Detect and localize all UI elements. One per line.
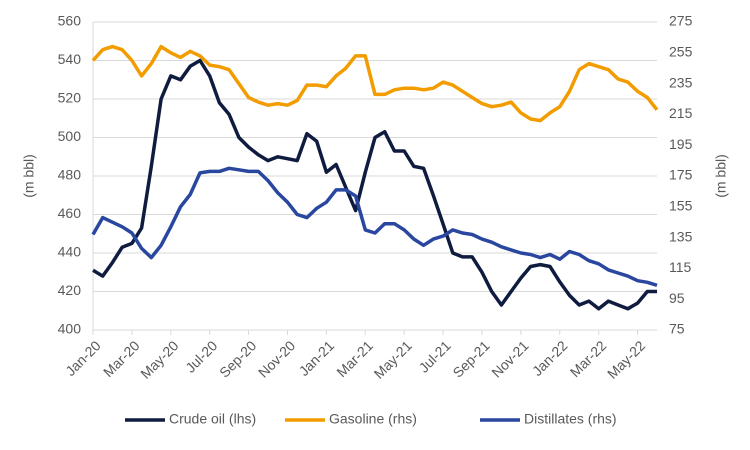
y2-tick-label: 155: [669, 198, 693, 214]
y2-tick-label: 75: [669, 321, 685, 337]
y2-tick-label: 175: [669, 167, 693, 183]
y2-tick-label: 115: [669, 259, 692, 275]
y-tick-label: 500: [58, 128, 82, 144]
legend-label: Crude oil (lhs): [169, 411, 256, 427]
x-tick-label: Jan-22: [529, 337, 571, 379]
y2-tick-label: 215: [669, 105, 693, 121]
y-axis-label: (m bbl): [21, 154, 37, 198]
y-tick-label: 540: [58, 51, 82, 67]
x-tick-label: Jan-21: [296, 337, 338, 379]
x-tick-label: Mar-22: [567, 337, 610, 380]
x-tick-label: Sep-21: [449, 337, 492, 380]
y2-tick-label: 135: [669, 228, 693, 244]
x-tick-label: May-21: [371, 337, 415, 381]
series-line: [91, 166, 658, 287]
y-tick-label: 400: [58, 321, 82, 337]
legend-label: Gasoline (rhs): [329, 411, 417, 427]
x-tick-label: Mar-20: [100, 337, 143, 380]
y-tick-label: 460: [58, 205, 82, 221]
x-tick-label: Nov-21: [488, 337, 531, 380]
x-tick-label: Mar-21: [333, 337, 376, 380]
x-tick-label: Jul-21: [416, 337, 454, 375]
x-tick-label: Nov-20: [255, 337, 298, 380]
x-tick-label: Sep-20: [216, 337, 259, 380]
y2-tick-label: 195: [669, 136, 693, 152]
y2-tick-label: 235: [669, 74, 693, 90]
series-line: [92, 58, 657, 311]
x-tick-label: Jul-20: [182, 337, 220, 375]
y-tick-label: 420: [58, 282, 82, 298]
y-tick-label: 480: [58, 167, 82, 183]
y2-tick-label: 275: [669, 13, 693, 29]
x-tick-label: May-22: [604, 337, 648, 381]
series-line: [91, 44, 659, 123]
y-tick-label: 560: [58, 13, 82, 29]
x-tick-label: May-20: [137, 337, 181, 381]
x-tick-label: Jan-20: [62, 337, 104, 379]
y-tick-label: 520: [58, 90, 82, 106]
y2-axis-label: (m bbl): [713, 154, 729, 198]
y-tick-label: 440: [58, 244, 82, 260]
y2-tick-label: 255: [669, 44, 693, 60]
legend-label: Distillates (rhs): [524, 411, 617, 427]
y2-tick-label: 95: [669, 290, 685, 306]
